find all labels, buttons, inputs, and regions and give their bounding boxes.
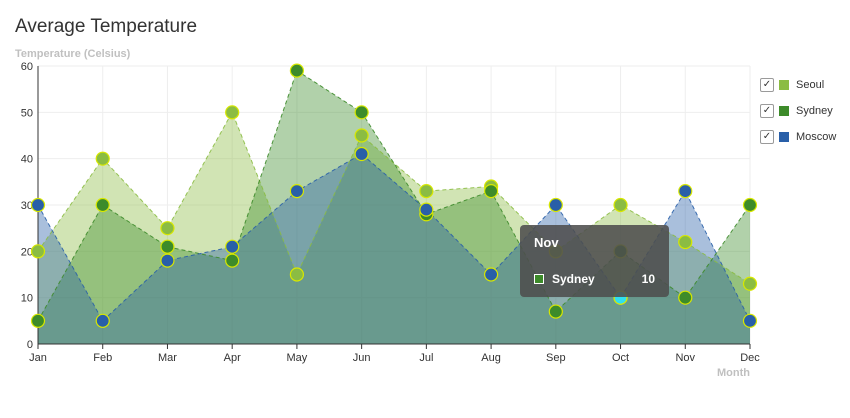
x-tick-label: Aug: [481, 352, 501, 364]
tooltip-swatch: [534, 274, 544, 284]
y-axis-label: Temperature (Celsius): [15, 48, 131, 60]
legend-label: Moscow: [796, 131, 837, 143]
series-line-moscow: [37, 153, 751, 322]
data-point-seoul: [30, 244, 46, 259]
checkbox-icon[interactable]: ✓: [760, 104, 774, 118]
series-line-seoul: [37, 111, 751, 285]
x-tick-label: Jul: [419, 352, 433, 364]
data-point-moscow: [483, 267, 499, 282]
data-point-moscow: [354, 146, 369, 162]
data-point-seoul: [613, 197, 628, 213]
legend-item-sydney[interactable]: ✓ Sydney: [760, 103, 836, 119]
tooltip-row: Sydney 10: [534, 272, 655, 286]
data-point-sydney: [742, 197, 758, 213]
data-point-sydney: [678, 290, 693, 305]
x-tick-label: Apr: [224, 352, 241, 364]
legend-item-moscow[interactable]: ✓ Moscow: [760, 129, 836, 145]
legend-swatch-moscow: [779, 132, 789, 142]
data-point-seoul: [678, 234, 693, 250]
y-tick-label: 0: [27, 339, 33, 351]
x-tick-label: May: [287, 352, 308, 364]
data-point-moscow: [419, 202, 434, 217]
data-point-seoul: [742, 276, 758, 291]
data-point-moscow: [160, 253, 175, 268]
data-point-seoul: [95, 151, 110, 166]
legend-label: Sydney: [796, 105, 833, 117]
data-point-moscow: [742, 313, 758, 328]
data-point-seoul: [160, 221, 175, 236]
data-point-sydney: [548, 304, 563, 319]
data-point-sydney: [95, 197, 110, 213]
tooltip: Nov Sydney 10: [520, 225, 669, 297]
x-tick-label: Nov: [675, 352, 695, 364]
y-tick-label: 30: [21, 200, 33, 212]
legend-label: Seoul: [796, 79, 825, 91]
tooltip-value: 10: [641, 272, 655, 286]
tooltip-title: Nov: [534, 235, 559, 250]
data-point-seoul: [225, 105, 240, 120]
data-point-sydney: [354, 105, 369, 120]
y-tick-label: 40: [21, 154, 33, 166]
data-point-sydney: [225, 253, 240, 268]
data-point-moscow: [95, 313, 110, 328]
y-tick-label: 50: [21, 107, 33, 119]
legend: ✓ Seoul ✓ Sydney ✓ Moscow: [760, 77, 836, 155]
x-tick-label: Dec: [740, 352, 760, 364]
x-tick-label: Jun: [353, 352, 371, 364]
x-tick-label: Mar: [158, 352, 177, 364]
checkbox-icon[interactable]: ✓: [760, 78, 774, 92]
x-tick-label: Jan: [29, 352, 47, 364]
chart-title: Average Temperature: [15, 16, 198, 37]
data-point-moscow: [289, 184, 305, 199]
data-point-seoul: [289, 267, 305, 282]
data-point-seoul: [354, 128, 369, 143]
area-sydney: [38, 70, 750, 344]
y-tick-label: 20: [21, 246, 33, 258]
legend-swatch-seoul: [779, 80, 789, 90]
y-tick-label: 60: [21, 61, 33, 73]
data-point-sydney: [30, 313, 46, 328]
tooltip-series-name: Sydney: [552, 272, 595, 286]
x-tick-label: Feb: [93, 352, 112, 364]
data-point-moscow: [225, 239, 240, 254]
legend-item-seoul[interactable]: ✓ Seoul: [760, 77, 836, 93]
data-point-sydney: [289, 63, 305, 78]
data-point-seoul: [419, 184, 434, 199]
x-axis-label: Month: [717, 367, 750, 379]
x-tick-label: Oct: [612, 352, 629, 364]
data-point-sydney: [483, 184, 499, 199]
checkbox-icon[interactable]: ✓: [760, 130, 774, 144]
legend-swatch-sydney: [779, 106, 789, 116]
data-point-moscow: [30, 197, 46, 213]
data-point-moscow: [548, 197, 563, 213]
data-point-moscow: [678, 184, 693, 199]
data-point-sydney: [160, 239, 175, 254]
y-tick-label: 10: [21, 293, 33, 305]
x-tick-label: Sep: [546, 352, 566, 364]
